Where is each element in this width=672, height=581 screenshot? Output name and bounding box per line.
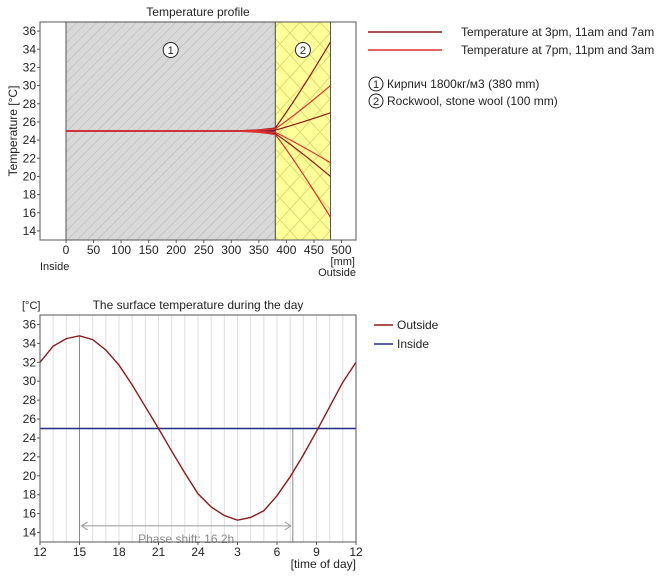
profile-y-axis-label: Temperature [°C]	[6, 86, 20, 177]
surface-y-axis-unit: [°C]	[22, 300, 40, 312]
surface-y-tick-label: 32	[23, 355, 37, 369]
surface-series-outside-line	[39, 335, 357, 521]
profile-y-tick-label: 16	[23, 206, 37, 220]
layer-2-region-marker-icon	[294, 42, 311, 58]
legend-label-nighttime: Temperature at 7pm, 11pm and 3am	[461, 43, 654, 57]
surface-x-tick-label: 6	[274, 545, 281, 559]
surface-y-tick-label: 20	[23, 469, 37, 483]
inside-label: Inside	[40, 261, 69, 273]
surface-y-tick-label: 16	[23, 507, 37, 521]
surface-x-tick-label: 12	[33, 545, 47, 559]
surface-y-tick-label: 14	[23, 526, 37, 540]
profile-y-tick-label: 26	[23, 115, 37, 129]
profile-y-tick-label: 14	[23, 224, 37, 238]
profile-chart-title: Temperature profile	[146, 5, 250, 19]
profile-x-tick-label: 500	[331, 243, 351, 257]
profile-x-tick-label: 0	[63, 243, 70, 257]
surface-x-tick-label: 24	[191, 545, 205, 559]
surface-y-tick-label: 24	[23, 431, 37, 445]
surface-y-tick-label: 26	[23, 412, 37, 426]
phase-shift-arrow-left-head	[80, 521, 88, 531]
layer-1-region-number: 1	[168, 45, 174, 57]
legend-label-inside: Inside	[397, 337, 429, 351]
profile-y-tick-label: 36	[23, 24, 37, 38]
profile-x-tick-label: 150	[139, 243, 159, 257]
profile-y-tick-label: 24	[23, 133, 37, 147]
profile-x-tick-label: 450	[304, 243, 324, 257]
profile-y-tick-label: 28	[23, 97, 37, 111]
profile-y-tick-label: 22	[23, 151, 37, 165]
profile-y-tick-label: 32	[23, 60, 37, 74]
surface-temperature-chart: The surface temperature during the day […	[22, 298, 439, 571]
surface-x-axis-label: [time of day]	[291, 557, 356, 571]
layer-1-marker-number: 1	[373, 79, 379, 91]
profile-y-tick-label: 30	[23, 79, 37, 93]
profile-y-tick-label: 34	[23, 42, 37, 56]
legend-label-outside: Outside	[397, 318, 439, 332]
profile-line-6	[66, 130, 331, 218]
profile-x-tick-label: 100	[111, 243, 131, 257]
surface-y-tick-label: 22	[23, 450, 37, 464]
profile-x-axis-unit: [mm]	[331, 256, 355, 268]
layer-1-region-marker-icon	[162, 42, 179, 58]
phase-shift-arrow-right-head	[284, 521, 292, 531]
layer-1-description: Кирпич 1800кг/м3 (380 mm)	[387, 77, 539, 91]
layer-2-description: Rockwool, stone wool (100 mm)	[387, 94, 558, 108]
phase-shift-label: Phase shift: 16.2h	[138, 532, 234, 546]
profile-x-tick-label: 50	[87, 243, 101, 257]
layer-2-region-number: 2	[300, 45, 306, 57]
surface-y-tick-label: 36	[23, 317, 37, 331]
profile-x-tick-label: 350	[249, 243, 269, 257]
layer-1-marker-icon	[368, 76, 384, 92]
surface-x-tick-label: 15	[73, 545, 87, 559]
profile-y-tick-label: 20	[23, 169, 37, 183]
profile-x-tick-label: 250	[194, 243, 214, 257]
surface-y-tick-label: 18	[23, 488, 37, 502]
surface-y-tick-label: 28	[23, 393, 37, 407]
surface-x-tick-label: 12	[349, 545, 363, 559]
surface-chart-title: The surface temperature during the day	[93, 298, 304, 312]
profile-x-tick-label: 300	[221, 243, 241, 257]
profile-y-tick-label: 18	[23, 188, 37, 202]
profile-x-tick-label: 400	[276, 243, 296, 257]
surface-y-tick-label: 34	[23, 336, 37, 350]
surface-x-tick-label: 18	[112, 545, 126, 559]
surface-y-tick-label: 30	[23, 374, 37, 388]
surface-x-tick-label: 9	[313, 545, 320, 559]
profile-plot-frame	[39, 21, 357, 241]
outside-label: Outside	[318, 267, 356, 279]
legend-label-daytime: Temperature at 3pm, 11am and 7am	[461, 25, 654, 39]
surface-x-tick-label: 21	[152, 545, 166, 559]
surface-x-tick-label: 3	[234, 545, 241, 559]
layer-2-marker-icon	[368, 93, 384, 109]
layer-2-marker-number: 2	[373, 96, 379, 108]
profile-x-tick-label: 200	[166, 243, 186, 257]
